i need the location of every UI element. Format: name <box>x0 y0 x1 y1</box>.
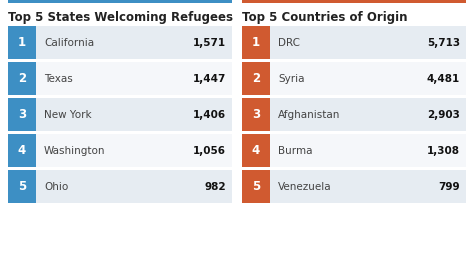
Bar <box>8 0 232 3</box>
Text: California: California <box>44 38 94 47</box>
Text: 1,056: 1,056 <box>193 146 226 155</box>
Bar <box>242 26 270 59</box>
Bar <box>242 98 466 131</box>
Text: 2,903: 2,903 <box>427 109 460 119</box>
Bar <box>8 26 232 59</box>
Text: Syria: Syria <box>278 73 304 84</box>
Bar <box>242 0 466 3</box>
Bar <box>8 62 36 95</box>
Text: Burma: Burma <box>278 146 312 155</box>
Bar <box>242 134 466 167</box>
Bar <box>8 170 232 203</box>
Text: 4,481: 4,481 <box>427 73 460 84</box>
Bar <box>8 134 232 167</box>
Text: 2: 2 <box>252 72 260 85</box>
Bar <box>242 134 270 167</box>
Text: 1: 1 <box>18 36 26 49</box>
Text: 1,571: 1,571 <box>193 38 226 47</box>
Bar <box>242 98 270 131</box>
Text: Venezuela: Venezuela <box>278 182 332 192</box>
Text: Ohio: Ohio <box>44 182 68 192</box>
Text: Top 5 States Welcoming Refugees: Top 5 States Welcoming Refugees <box>8 11 233 24</box>
Bar <box>8 62 232 95</box>
Text: Texas: Texas <box>44 73 73 84</box>
Bar <box>8 98 36 131</box>
Text: Top 5 Countries of Origin: Top 5 Countries of Origin <box>242 11 408 24</box>
Text: 5: 5 <box>252 180 260 193</box>
Text: Washington: Washington <box>44 146 106 155</box>
Text: 982: 982 <box>204 182 226 192</box>
Text: 3: 3 <box>252 108 260 121</box>
Bar <box>8 98 232 131</box>
Text: 1: 1 <box>252 36 260 49</box>
Text: 1,447: 1,447 <box>192 73 226 84</box>
Bar <box>242 26 466 59</box>
Text: 3: 3 <box>18 108 26 121</box>
Text: 1,308: 1,308 <box>427 146 460 155</box>
Text: DRC: DRC <box>278 38 300 47</box>
Bar <box>242 170 270 203</box>
Bar <box>242 62 270 95</box>
Text: 4: 4 <box>18 144 26 157</box>
Text: Afghanistan: Afghanistan <box>278 109 340 119</box>
Text: 5,713: 5,713 <box>427 38 460 47</box>
Text: 2: 2 <box>18 72 26 85</box>
Text: 1,406: 1,406 <box>193 109 226 119</box>
Text: 5: 5 <box>18 180 26 193</box>
Text: 799: 799 <box>438 182 460 192</box>
Text: 4: 4 <box>252 144 260 157</box>
Bar <box>242 170 466 203</box>
Bar <box>242 62 466 95</box>
Bar <box>8 26 36 59</box>
Text: New York: New York <box>44 109 91 119</box>
Bar <box>8 170 36 203</box>
Bar <box>8 134 36 167</box>
